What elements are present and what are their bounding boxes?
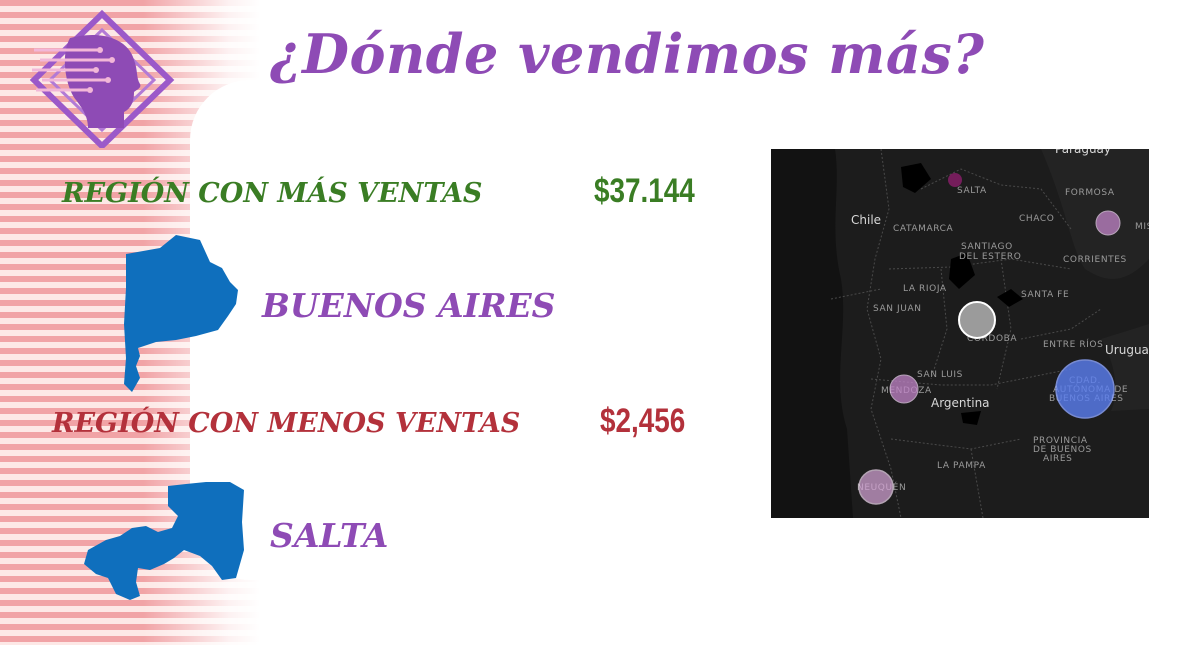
map-label-paraguay: Paraguay — [1055, 149, 1111, 156]
map-label-de-buenos: DE BUENOS — [1033, 445, 1092, 455]
map-bubble-salta[interactable] — [948, 173, 962, 187]
map-bubble-mendoza[interactable] — [889, 374, 919, 404]
tech-head-diamond-icon — [29, 8, 175, 151]
map-label-uruguay: Uruguay — [1105, 343, 1149, 357]
map-label-misiones: MISIONES — [1135, 222, 1149, 232]
top-region-name: BUENOS AIRES — [262, 286, 556, 325]
bottom-region-value: $2,456 — [600, 402, 686, 440]
map-bubble-neuquen[interactable] — [858, 469, 894, 505]
map-label-chile: Chile — [851, 213, 881, 227]
map-label-del-estero: DEL ESTERO — [959, 252, 1021, 262]
map-label-formosa: FORMOSA — [1065, 188, 1115, 198]
map-label-aires: AIRES — [1043, 454, 1072, 464]
map-bubble-cordoba[interactable] — [958, 301, 996, 339]
map-label-chaco: CHACO — [1019, 214, 1054, 224]
map-bubble-buenos-aires[interactable] — [1055, 359, 1115, 419]
map-label-san-luis: SAN LUIS — [917, 370, 963, 380]
page-title: ¿Dónde vendimos más? — [270, 22, 985, 86]
map-label-la-pampa: LA PAMPA — [937, 461, 986, 471]
sales-map[interactable]: Chile Argentina Uruguay Paraguay SALTA F… — [771, 149, 1149, 518]
map-label-santa-fe: SANTA FE — [1021, 290, 1069, 300]
bottom-region-name: SALTA — [270, 516, 389, 555]
top-region-label: REGIÓN CON MÁS VENTAS — [62, 178, 483, 209]
top-region-value: $37.144 — [594, 172, 695, 210]
buenos-aires-province-shape — [118, 232, 240, 399]
map-label-salta: SALTA — [957, 186, 987, 196]
map-bubble-misiones[interactable] — [1095, 210, 1121, 236]
map-label-entre-rios: ENTRE RÍOS — [1043, 338, 1103, 350]
map-label-corrientes: CORRIENTES — [1063, 255, 1127, 265]
map-label-santiago: SANTIAGO — [961, 242, 1013, 252]
salta-province-shape — [80, 478, 246, 607]
map-label-provincia: PROVINCIA — [1033, 436, 1088, 446]
map-label-la-rioja: LA RIOJA — [903, 284, 947, 294]
map-label-catamarca: CATAMARCA — [893, 224, 954, 234]
map-label-san-juan: SAN JUAN — [873, 304, 922, 314]
bottom-region-label: REGIÓN CON MENOS VENTAS — [52, 408, 521, 439]
map-label-argentina: Argentina — [931, 396, 990, 410]
